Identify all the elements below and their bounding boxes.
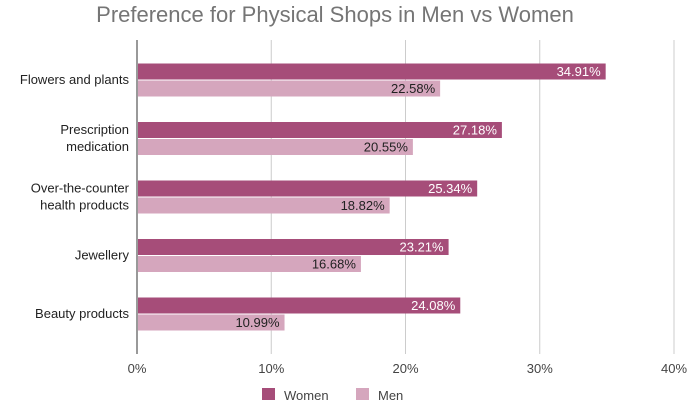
data-label-women: 23.21% [400, 240, 445, 255]
category-label: Over-the-counter [31, 181, 130, 196]
x-tick-label: 30% [527, 361, 553, 376]
bar-women [138, 180, 478, 197]
bar-men [138, 256, 361, 272]
bar-men [138, 139, 413, 155]
bar-men [138, 80, 441, 97]
data-label-women: 34.91% [557, 64, 602, 79]
legend-label-men: Men [378, 388, 403, 400]
data-label-women: 24.08% [411, 298, 456, 313]
data-label-men: 10.99% [235, 315, 280, 330]
data-label-men: 22.58% [391, 81, 436, 96]
data-label-men: 16.68% [312, 257, 357, 272]
x-tick-label: 0% [128, 361, 147, 376]
x-tick-label: 40% [661, 361, 687, 376]
legend-label-women: Women [284, 388, 329, 400]
x-tick-label: 20% [392, 361, 418, 376]
data-label-men: 20.55% [364, 140, 409, 155]
legend-swatch-women [262, 388, 275, 400]
category-label: medication [66, 139, 129, 154]
chart-title: Preference for Physical Shops in Men vs … [96, 2, 574, 27]
bar-men [138, 197, 390, 214]
bar-women [138, 122, 502, 138]
category-label: Beauty products [35, 306, 129, 321]
category-label: Flowers and plants [20, 72, 130, 87]
category-label: Jewellery [75, 248, 130, 263]
category-label: Prescription [60, 122, 129, 137]
bar-women [138, 297, 461, 314]
bar-women [138, 63, 606, 80]
bar-women [138, 239, 449, 255]
data-label-men: 18.82% [341, 198, 386, 213]
data-label-women: 25.34% [428, 181, 473, 196]
x-tick-label: 10% [258, 361, 284, 376]
data-label-women: 27.18% [453, 123, 498, 138]
bar-men [138, 314, 285, 331]
category-label: health products [40, 198, 129, 213]
legend-swatch-men [356, 388, 369, 400]
